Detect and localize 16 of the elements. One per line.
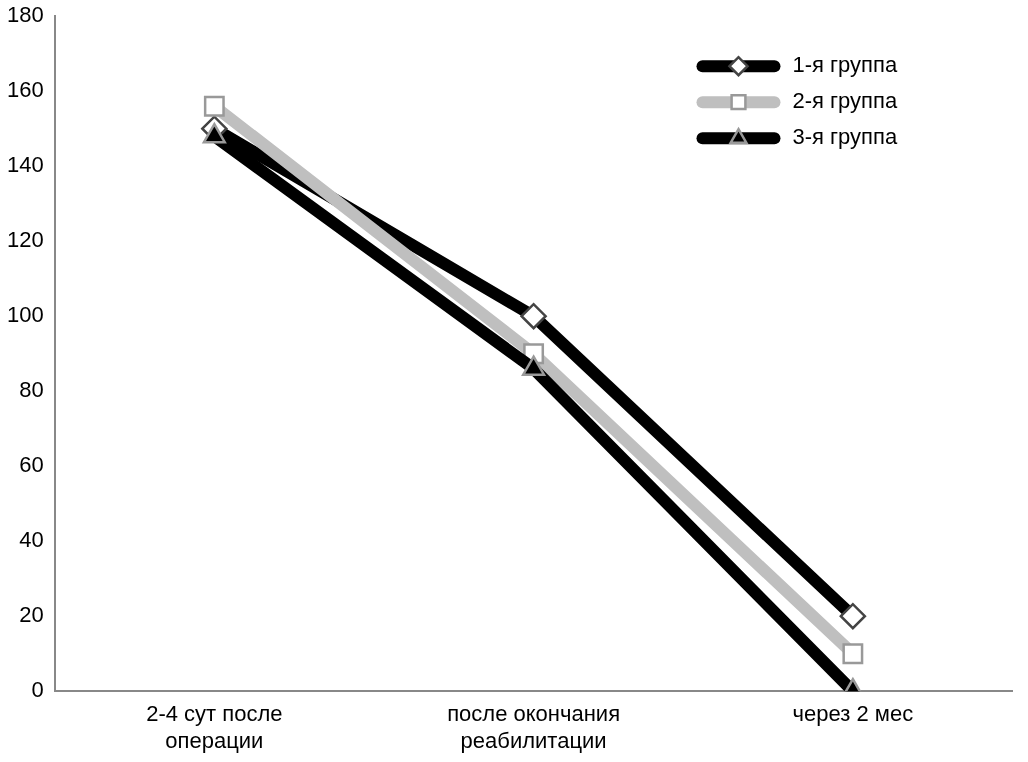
y-tick-label: 140 — [6, 152, 44, 178]
y-tick-label: 160 — [6, 77, 44, 103]
y-tick-label: 120 — [6, 227, 44, 253]
legend-label: 2-я группа — [792, 88, 898, 114]
y-tick-label: 80 — [19, 377, 44, 403]
y-tick-label: 40 — [19, 527, 44, 553]
y-tick-label: 60 — [19, 452, 44, 478]
x-tick-label: 2-4 сут после операции — [146, 701, 283, 753]
y-tick-label: 100 — [6, 302, 44, 328]
y-tick-label: 180 — [6, 2, 44, 28]
x-tick-label: после окончания реабилитации — [447, 701, 621, 753]
legend-label: 3-я группа — [792, 124, 898, 150]
legend-label: 1-я группа — [792, 52, 898, 78]
y-tick-label: 20 — [19, 602, 44, 628]
y-tick-label: 0 — [31, 677, 44, 703]
x-tick-label: через 2 мес — [792, 701, 914, 727]
